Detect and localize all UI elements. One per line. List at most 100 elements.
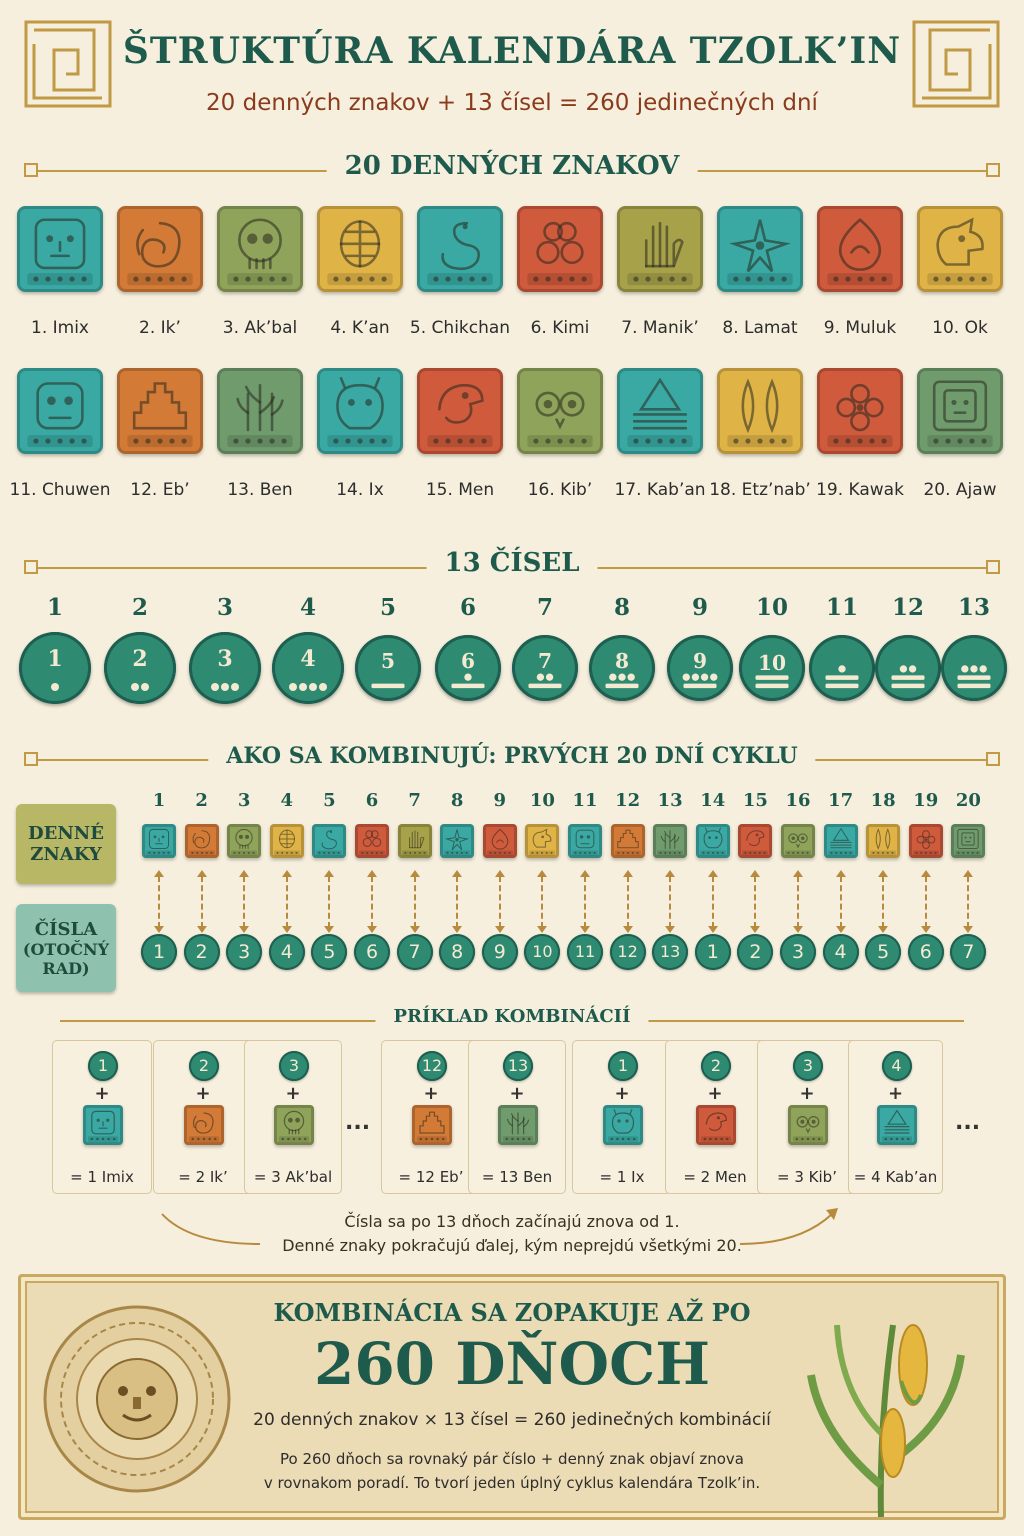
- example-day-sign-tile: [184, 1105, 224, 1145]
- example-result: = 3 Kib’: [777, 1168, 837, 1186]
- day-sign-label: 5. Chikchan: [409, 318, 511, 338]
- link-arrow: [285, 876, 288, 928]
- link-arrow: [413, 876, 416, 928]
- page-title: ŠTRUKTÚRA KALENDÁRA TZOLK’IN: [122, 30, 902, 72]
- example-card: 3 + = 3 Kib’: [757, 1040, 857, 1194]
- arrow-up-icon: [367, 870, 377, 877]
- position-label: 1: [152, 790, 166, 811]
- example-result: = 2 Men: [683, 1168, 747, 1186]
- example-day-sign-tile: [83, 1105, 123, 1145]
- link-arrow: [498, 876, 501, 928]
- combo-day-sign-tile: [951, 824, 986, 858]
- rotating-number-coin: 3: [226, 934, 263, 970]
- example-number-coin: 13: [503, 1051, 533, 1081]
- link-arrow: [584, 876, 586, 928]
- svg-text:1: 1: [47, 646, 62, 672]
- face-icon: [87, 1110, 119, 1142]
- example-result: = 12 Eb’: [398, 1168, 464, 1186]
- arrow-up-icon: [324, 870, 335, 877]
- number-label: 3: [216, 594, 233, 621]
- combo-day-sign-tile: [184, 824, 219, 858]
- day-sign-label: 15. Men: [425, 480, 495, 500]
- corner-ornament-top-right: [912, 20, 1000, 108]
- maya-numeral-icon: 2: [131, 646, 149, 691]
- maya-numeral-coin: [875, 635, 941, 701]
- svg-text:6: 6: [461, 649, 475, 673]
- rotating-number-coin: 4: [822, 934, 859, 970]
- position-label: 12: [615, 790, 641, 811]
- combo-day-sign-tile: [568, 824, 602, 858]
- rotating-number-coin: 2: [183, 934, 220, 970]
- maya-numeral-coin: 10: [739, 635, 805, 701]
- link-arrow: [371, 876, 373, 928]
- calendar-stone-icon: [43, 1305, 231, 1493]
- arrow-down-icon: [409, 926, 420, 933]
- number-label: 8: [613, 594, 630, 621]
- arrow-up-icon: [580, 870, 590, 877]
- example-card: 4 + = 4 Kab’an: [848, 1040, 943, 1194]
- reed-icon: [502, 1112, 534, 1142]
- number-label: 4: [299, 594, 316, 621]
- arrow-down-icon: [281, 926, 292, 933]
- owl-icon: [785, 833, 811, 856]
- arrow-down-icon: [537, 926, 548, 933]
- summary-heading: KOMBINÁCIA SA ZOPAKUJE AŽ PO: [273, 1298, 751, 1327]
- seed-icon: [327, 220, 393, 286]
- pyramid-icon: [614, 829, 641, 856]
- arrow-up-icon: [963, 870, 974, 877]
- plus-sign: +: [285, 1083, 301, 1104]
- earth-icon: [881, 1109, 912, 1142]
- arrow-up-icon: [537, 870, 548, 877]
- position-label: 11: [572, 790, 598, 811]
- cycle-note-line-1: Čísla sa po 13 dňoch začínajú znova od 1…: [344, 1212, 680, 1231]
- arrow-up-icon: [494, 870, 505, 877]
- wind-icon: [127, 221, 193, 286]
- example-card: 12 + = 12 Eb’: [381, 1040, 481, 1194]
- arrow-down-icon: [324, 926, 335, 933]
- example-result: = 1 Imix: [70, 1168, 134, 1186]
- maya-numeral-icon: [957, 665, 991, 689]
- example-card: 13 + = 13 Ben: [468, 1040, 566, 1194]
- link-arrow: [200, 876, 203, 928]
- maya-numeral-coin: [941, 635, 1007, 701]
- pyramid-icon: [416, 1111, 448, 1142]
- ellipsis: ...: [345, 1110, 371, 1135]
- star-icon: [727, 219, 793, 286]
- arrow-up-icon: [622, 870, 633, 877]
- link-arrow: [626, 876, 629, 928]
- arrow-up-icon: [281, 870, 292, 877]
- plus-sign: +: [887, 1083, 904, 1104]
- combo-day-sign-tile: [610, 824, 645, 858]
- water-icon: [486, 828, 513, 856]
- maya-numeral-coin: 7: [512, 635, 578, 701]
- arrow-down-icon: [239, 926, 250, 933]
- example-day-sign-tile: [696, 1105, 736, 1145]
- row-label-line: RAD): [42, 958, 90, 978]
- arrow-up-icon: [835, 870, 846, 877]
- eagle-icon: [742, 830, 769, 856]
- arrow-down-icon: [707, 926, 718, 933]
- example-number-coin: 3: [793, 1051, 823, 1081]
- svg-text:4: 4: [300, 646, 315, 672]
- position-label: 4: [280, 790, 294, 811]
- position-label: 10: [529, 790, 555, 811]
- rotating-number-coin: 7: [950, 934, 987, 970]
- day-sign-tile: [517, 206, 603, 292]
- example-number-coin: 1: [88, 1051, 118, 1081]
- death-icon: [527, 221, 593, 286]
- example-card: 2 + = 2 Ik’: [153, 1040, 253, 1194]
- section-title: PRÍKLAD KOMBINÁCIÍ: [375, 1006, 649, 1027]
- arrow-up-icon: [239, 870, 250, 877]
- link-arrow: [839, 876, 842, 928]
- day-sign-tile: [617, 206, 703, 292]
- example-day-sign-tile: [788, 1105, 828, 1145]
- example-number-coin: 4: [881, 1051, 912, 1081]
- day-sign-tile: [17, 206, 103, 292]
- rotating-number-coin: 1: [141, 934, 177, 970]
- arrow-up-icon: [452, 870, 463, 877]
- owl-icon: [792, 1116, 824, 1142]
- hand-icon: [401, 830, 428, 856]
- plus-sign: +: [707, 1083, 723, 1104]
- example-card: 1 + = 1 Ix: [572, 1040, 672, 1194]
